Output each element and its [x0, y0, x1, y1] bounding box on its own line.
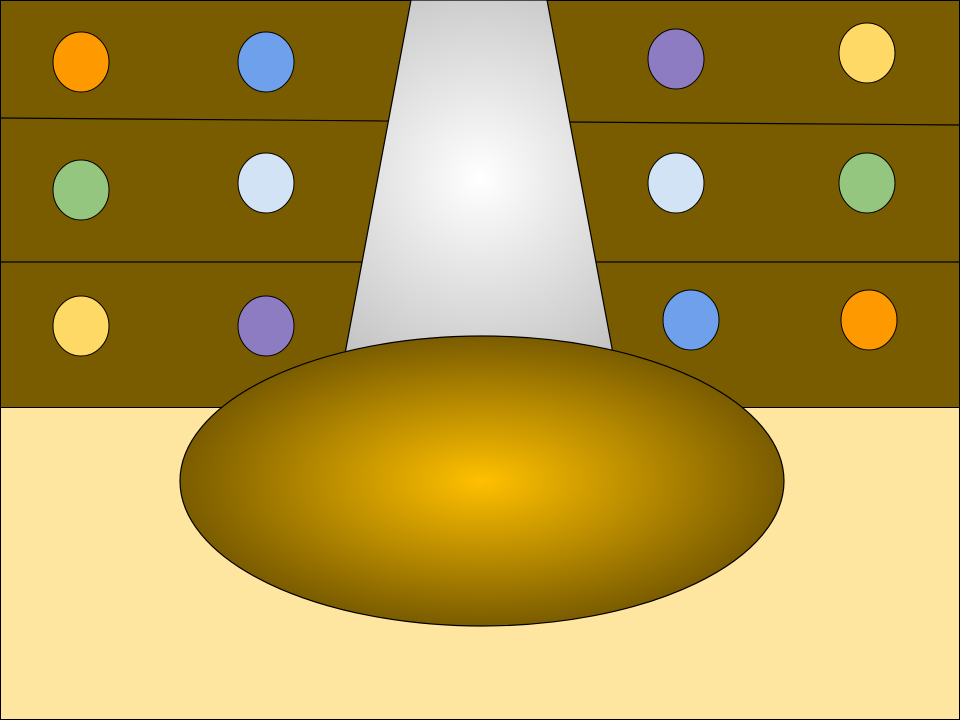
shelf-dot	[647, 152, 705, 214]
shelf-dot	[838, 22, 896, 84]
right-shelf-dots	[647, 22, 898, 351]
shelf-dot	[237, 295, 295, 357]
shelf-dot	[52, 31, 110, 93]
shelf-dot	[840, 289, 898, 351]
shelf-dot	[52, 159, 110, 221]
shelf-dot	[237, 152, 295, 214]
shelf-dot	[838, 152, 896, 214]
shelf-divider-left-upper	[0, 117, 391, 122]
stage-platform	[179, 335, 785, 627]
shelf-divider-right-upper	[569, 121, 960, 126]
shelf-dot	[647, 28, 705, 90]
shelf-dot	[237, 31, 295, 93]
shelf-dot	[662, 289, 720, 351]
left-shelf-dots	[52, 31, 295, 357]
shelf-dot	[52, 295, 110, 357]
